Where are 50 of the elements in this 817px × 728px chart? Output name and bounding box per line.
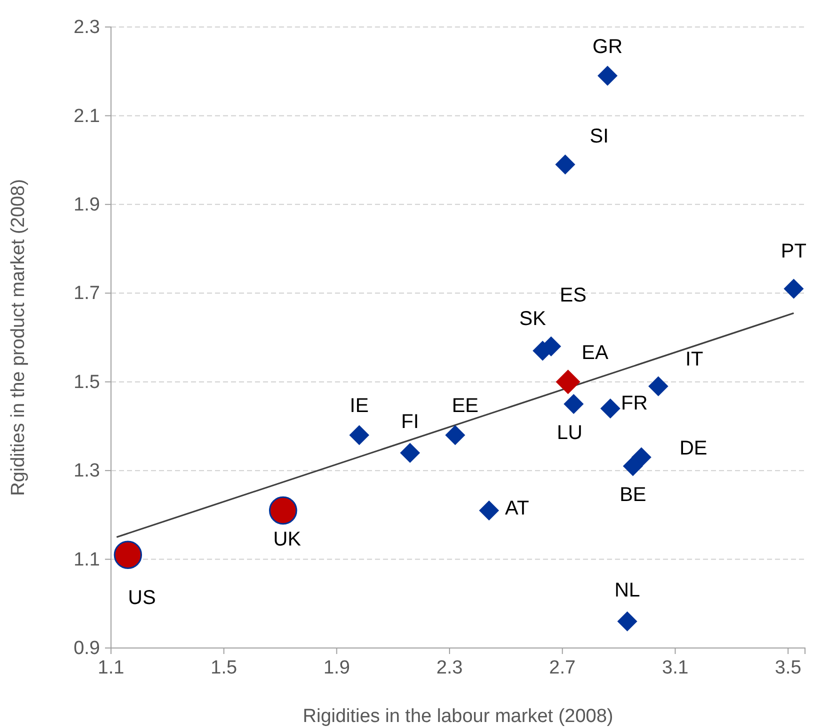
x-tick-label: 3.5 (774, 657, 802, 678)
point (445, 425, 466, 446)
point (556, 370, 580, 394)
y-axis-title: Rgidities in the product market (2008) (8, 179, 29, 496)
annotation: US (128, 586, 156, 609)
y-tick-label: 1.1 (74, 549, 100, 570)
x-tick-label: 3.1 (662, 657, 688, 678)
annotation: DE (679, 437, 708, 460)
point (349, 425, 370, 446)
annotation: GR (592, 36, 623, 58)
annotation: EE (452, 395, 479, 418)
annotation: FR (621, 392, 648, 414)
y-tick-label: 1.5 (74, 372, 100, 393)
annotation: NL (614, 579, 640, 602)
point (600, 398, 620, 418)
point (617, 611, 638, 632)
y-tick-label: 1.9 (74, 194, 100, 216)
annotation: ES (560, 284, 586, 306)
y-tick-label: 2.3 (74, 17, 100, 38)
point (564, 394, 584, 414)
point (555, 154, 576, 175)
x-axis-title: Rigidities in the labour market (2008) (302, 706, 614, 727)
annotation: LU (556, 422, 582, 444)
annotation: UK (273, 528, 302, 550)
x-tick-label: 1.9 (323, 657, 350, 678)
y-tick-label: 2.1 (74, 106, 100, 127)
point (622, 456, 643, 476)
point (400, 442, 420, 463)
annotation: SI (590, 126, 609, 148)
annotation: BE (620, 484, 646, 506)
x-tick-label: 1.1 (98, 657, 124, 678)
point (479, 500, 500, 520)
annotation: FI (401, 410, 419, 433)
annotation: IE (350, 395, 369, 418)
x-tick-label: 2.3 (436, 657, 463, 678)
y-tick-label: 0.9 (74, 638, 100, 660)
point (598, 66, 618, 86)
x-tick-label: 1.5 (210, 657, 238, 678)
x-tick-label: 2.7 (549, 657, 576, 678)
point (114, 540, 142, 569)
y-tick-label: 1.3 (74, 460, 100, 482)
point (784, 278, 804, 299)
annotation: PT (780, 240, 806, 263)
point (648, 376, 668, 396)
point (268, 496, 298, 525)
annotation: SK (519, 308, 547, 330)
annotation: AT (504, 497, 530, 520)
annotation: IT (685, 348, 704, 370)
y-tick-label: 1.7 (74, 283, 100, 304)
annotation: EA (582, 342, 610, 364)
